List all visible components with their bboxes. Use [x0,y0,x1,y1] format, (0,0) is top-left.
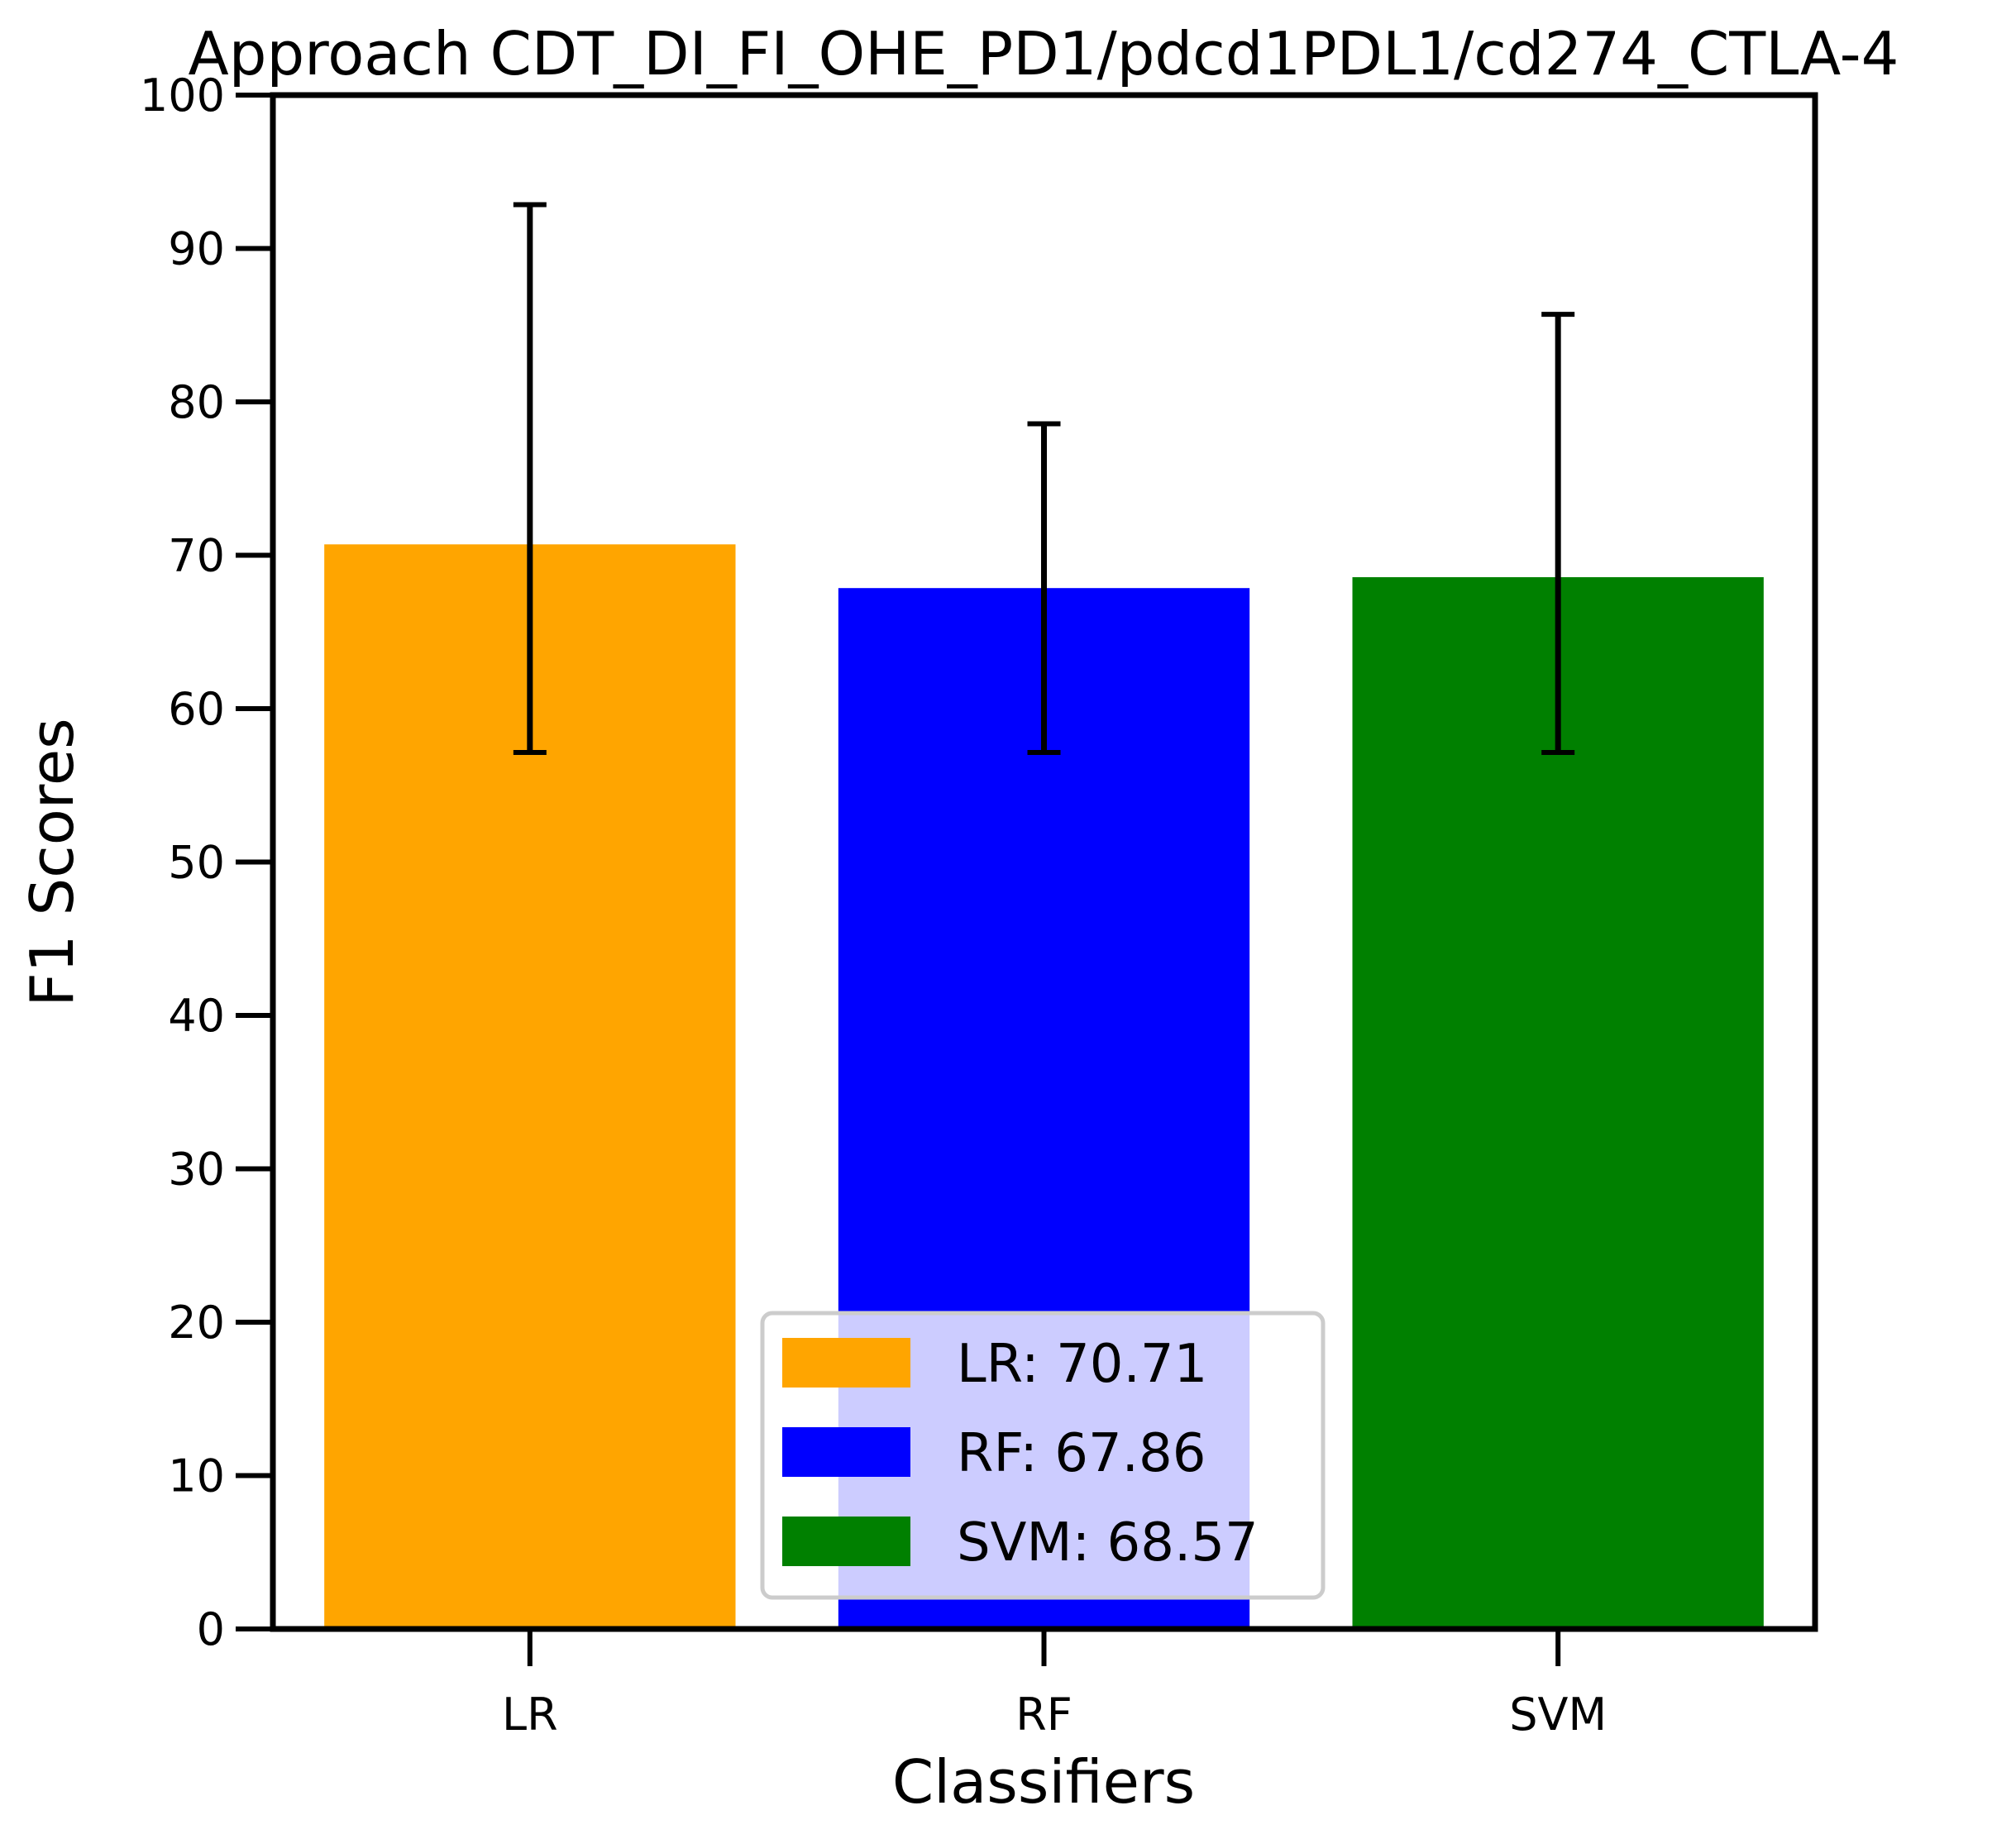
legend-label-svm: SVM: 68.57 [957,1512,1259,1574]
legend-swatch-svm [782,1517,910,1566]
y-tick-label: 100 [140,69,225,122]
error-bars-layer [513,202,1575,756]
legend-swatch-lr [782,1338,910,1388]
x-tick-label: LR [502,1689,558,1741]
y-tick-label: 40 [168,990,225,1042]
legend: LR: 70.71 RF: 67.86 SVM: 68.57 [760,1311,1326,1600]
y-axis-label: F1 Scores [17,718,87,1006]
legend-label-rf: RF: 67.86 [957,1423,1206,1484]
legend-swatch-rf [782,1427,910,1477]
y-tick-label: 10 [168,1450,225,1502]
y-tick-label: 20 [168,1297,225,1349]
chart-title: Approach CDT_DI_FI_OHE_PD1/pdcd1PDL1/cd2… [189,19,1899,88]
x-axis-label: Classifiers [892,1747,1195,1817]
x-tick-label: RF [1015,1689,1072,1741]
legend-label-lr: LR: 70.71 [957,1334,1207,1395]
y-tick-label: 50 [168,837,225,889]
y-tick-label: 60 [168,683,225,735]
y-tick-label: 90 [168,223,225,275]
y-tick-label: 0 [197,1603,225,1655]
x-ticks-layer: LR RF SVM [502,1629,1607,1741]
y-tick-label: 30 [168,1144,225,1196]
y-tick-label: 80 [168,376,225,428]
y-tick-label: 70 [168,530,225,582]
x-tick-label: SVM [1509,1689,1607,1741]
y-ticks-layer: 0 10 20 30 40 50 60 70 80 90 100 [140,69,273,1655]
plot-frame [270,92,1818,1632]
